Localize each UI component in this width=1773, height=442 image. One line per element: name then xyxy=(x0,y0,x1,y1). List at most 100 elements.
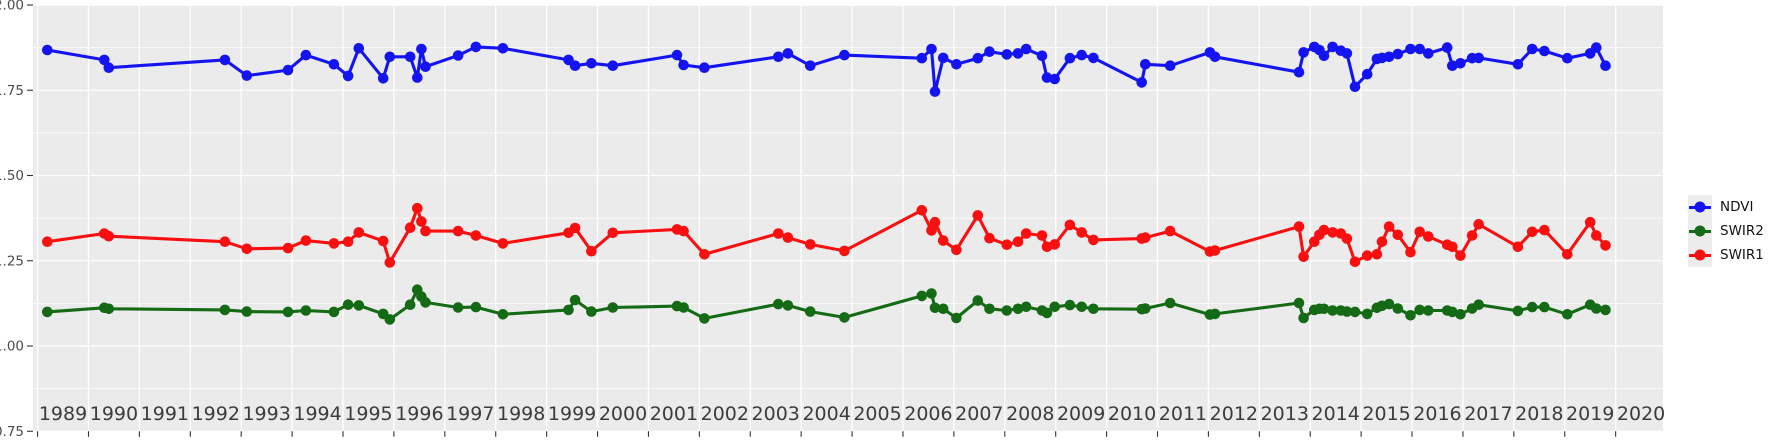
data-point xyxy=(241,306,253,317)
data-point xyxy=(1539,301,1550,313)
x-tick-label: 2018 xyxy=(1515,403,1563,425)
data-point xyxy=(404,299,416,311)
data-point xyxy=(1526,301,1538,313)
x-tick-label: 2005 xyxy=(853,403,901,425)
legend-key-swir1 xyxy=(1688,243,1712,267)
x-tick-label: 2020 xyxy=(1617,403,1665,425)
y-axis-labels: 0.75 1.00 1.25 1.50 1.75 2.00 xyxy=(0,0,33,440)
data-point xyxy=(1423,231,1434,242)
x-tick-label: 2000 xyxy=(599,403,647,425)
data-point xyxy=(1076,49,1087,61)
x-tick-label: 2017 xyxy=(1464,403,1512,425)
data-point xyxy=(1041,307,1053,319)
data-point xyxy=(404,51,416,63)
data-point xyxy=(1526,43,1538,55)
x-tick-label: 1998 xyxy=(497,403,545,425)
x-tick-label: 2010 xyxy=(1108,403,1156,425)
data-point xyxy=(782,48,794,59)
data-point xyxy=(1049,239,1060,250)
data-point xyxy=(1298,47,1309,58)
data-point xyxy=(412,202,423,214)
data-point xyxy=(497,238,509,249)
x-tick-label: 2011 xyxy=(1159,403,1207,425)
data-point xyxy=(497,309,509,320)
x-tick-label: 1992 xyxy=(192,403,240,425)
data-point xyxy=(1392,229,1404,241)
data-point xyxy=(586,245,597,257)
data-point xyxy=(1209,51,1221,63)
data-point xyxy=(1293,66,1305,78)
data-point xyxy=(916,290,928,302)
x-tick-label: 2001 xyxy=(650,403,698,425)
point-glyph-icon xyxy=(1694,249,1706,261)
data-point xyxy=(1298,251,1309,262)
data-point xyxy=(342,236,354,247)
data-point xyxy=(678,225,689,237)
data-point xyxy=(678,59,689,71)
data-point xyxy=(1088,303,1099,315)
data-point xyxy=(929,302,941,314)
data-point xyxy=(1473,299,1484,311)
x-tick-label: 2019 xyxy=(1566,403,1614,425)
y-tick-label: 1.75 xyxy=(0,83,24,99)
data-point xyxy=(1600,240,1611,251)
data-point xyxy=(1455,58,1466,69)
data-point xyxy=(929,216,941,228)
data-point xyxy=(1392,303,1404,314)
data-point xyxy=(42,236,53,247)
data-point xyxy=(1341,48,1353,59)
y-tick-label: 1.25 xyxy=(0,253,24,269)
series-swir2 xyxy=(42,284,1611,325)
legend-label-swir1: SWIR1 xyxy=(1720,247,1764,263)
data-point xyxy=(353,227,365,238)
data-point xyxy=(1020,43,1032,55)
legend-label-ndvi: NDVI xyxy=(1720,199,1754,215)
data-point xyxy=(1341,306,1353,317)
x-tick-label: 2009 xyxy=(1057,403,1105,425)
data-point xyxy=(1423,48,1434,59)
data-point xyxy=(497,43,509,54)
data-point xyxy=(1049,73,1060,85)
data-point xyxy=(1140,232,1151,243)
data-point xyxy=(1591,303,1602,314)
data-point xyxy=(1088,52,1099,64)
data-point xyxy=(1600,60,1611,71)
data-point xyxy=(452,50,464,61)
data-point xyxy=(839,49,850,61)
data-point xyxy=(972,52,984,64)
data-point xyxy=(1361,68,1373,80)
data-point xyxy=(416,216,427,227)
data-point xyxy=(416,43,427,55)
data-point xyxy=(1012,236,1024,247)
x-tick-label: 2014 xyxy=(1311,403,1359,425)
data-point xyxy=(1318,224,1330,236)
data-point xyxy=(1164,60,1176,71)
data-point xyxy=(1064,219,1076,231)
x-tick-label: 1994 xyxy=(293,403,341,425)
data-point xyxy=(839,245,850,257)
data-point xyxy=(470,230,482,241)
data-point xyxy=(1020,301,1032,313)
data-point xyxy=(384,51,396,63)
data-point xyxy=(929,86,941,97)
data-point xyxy=(782,232,794,243)
data-point xyxy=(1441,42,1453,53)
y-tick-label: 0.75 xyxy=(0,424,24,440)
data-point xyxy=(1512,305,1524,317)
data-point xyxy=(1405,246,1416,258)
x-tick-label: 1995 xyxy=(344,403,392,425)
data-point xyxy=(1164,297,1176,309)
data-point xyxy=(420,297,431,308)
data-point xyxy=(1327,305,1338,316)
data-point xyxy=(1012,303,1024,315)
x-tick-label: 2002 xyxy=(701,403,749,425)
data-point xyxy=(103,303,115,315)
data-point xyxy=(1447,60,1458,71)
data-point xyxy=(671,49,683,61)
data-point xyxy=(699,313,710,324)
data-point xyxy=(586,306,597,317)
data-point xyxy=(1064,299,1076,311)
data-point xyxy=(1414,304,1425,316)
data-point xyxy=(452,302,464,313)
